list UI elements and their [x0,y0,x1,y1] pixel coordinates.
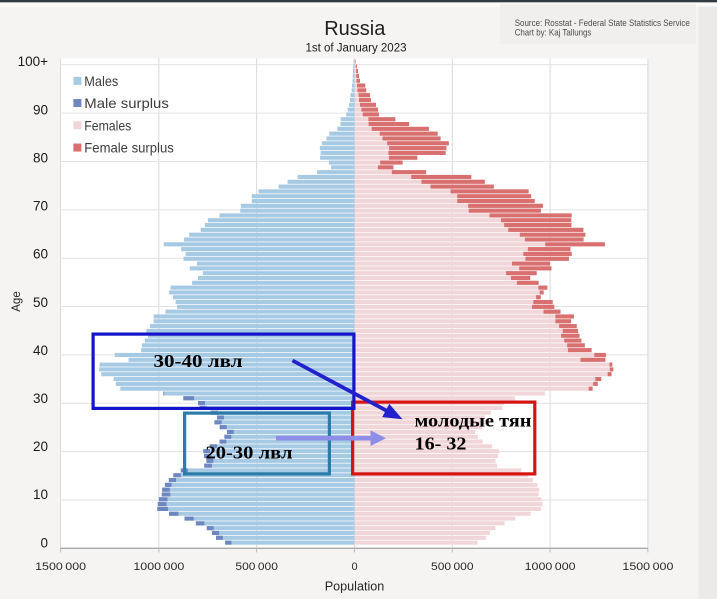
svg-text:молодые тян: молодые тян [415,411,532,431]
svg-text:Males: Males [84,73,118,89]
svg-text:30-40 лвл: 30-40 лвл [154,351,243,371]
svg-text:Chart by: Kaj Tallungs: Chart by: Kaj Tallungs [515,28,592,39]
svg-text:60: 60 [33,247,48,262]
svg-text:10: 10 [33,487,48,502]
svg-text:Age: Age [11,291,23,311]
svg-text:70: 70 [33,199,48,214]
svg-text:Source: Rosstat - Federal Stat: Source: Rosstat - Federal State Statisti… [515,18,690,29]
svg-text:1000 000: 1000 000 [133,561,184,573]
svg-text:0: 0 [351,561,357,573]
svg-text:Females: Females [84,117,131,133]
svg-text:20: 20 [33,439,48,454]
svg-text:1000 000: 1000 000 [525,561,576,573]
svg-text:50: 50 [33,295,48,310]
svg-text:Female surplus: Female surplus [84,140,174,156]
svg-text:0: 0 [40,535,48,550]
svg-text:90: 90 [33,102,48,117]
svg-text:100+: 100+ [18,54,49,69]
svg-text:40: 40 [33,343,48,358]
svg-text:Russia: Russia [324,18,386,40]
svg-text:1st of January 2023: 1st of January 2023 [305,43,406,55]
svg-text:Male surplus: Male surplus [84,95,169,111]
svg-text:1500 000: 1500 000 [622,561,673,573]
svg-text:1500 000: 1500 000 [35,561,86,573]
svg-text:80: 80 [33,150,48,165]
svg-text:16- 32: 16- 32 [415,434,467,454]
svg-text:Population: Population [325,580,385,594]
svg-text:500 000: 500 000 [431,561,474,573]
svg-text:20-30 лвл: 20-30 лвл [206,443,293,463]
svg-text:500 000: 500 000 [235,561,278,573]
svg-text:30: 30 [33,391,48,406]
